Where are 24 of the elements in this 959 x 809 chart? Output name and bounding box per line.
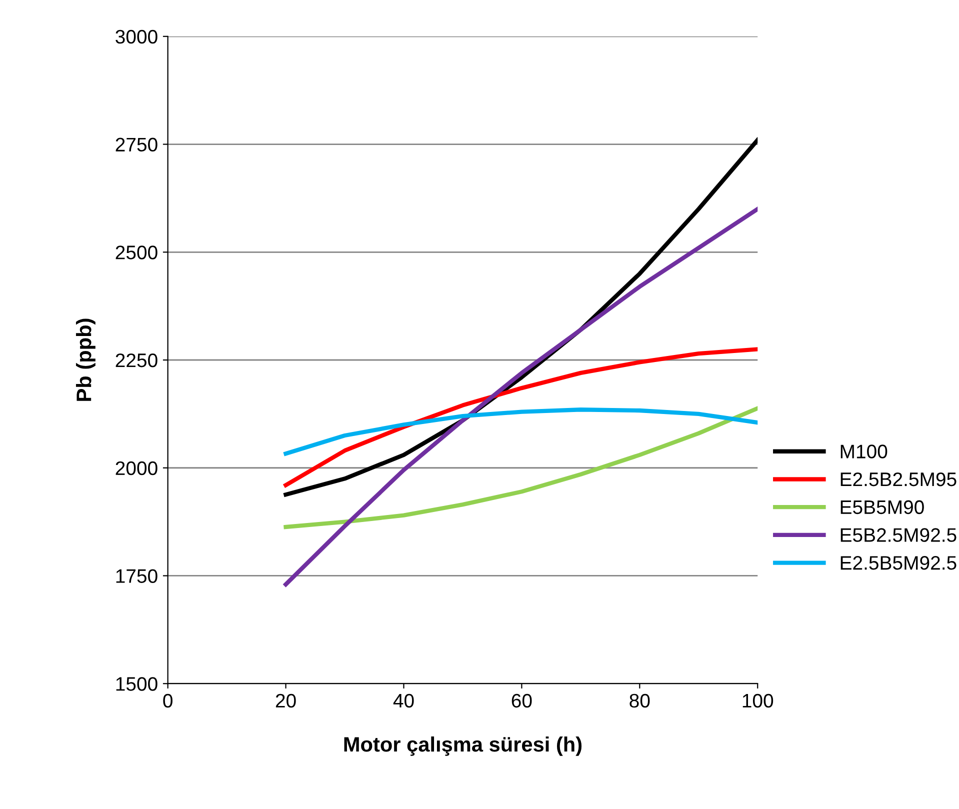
y-tick-label: 1500 [116, 677, 158, 691]
line-series [284, 206, 758, 586]
legend-label: E2.5B2.5M95 [840, 472, 956, 486]
x-tick-label: 100 [742, 694, 774, 708]
y-axis-title: Pb (ppb) [76, 318, 96, 401]
y-tick-label: 2750 [116, 138, 158, 152]
line-series [284, 408, 758, 456]
x-tick-label: 20 [276, 694, 296, 708]
line-series [284, 406, 758, 530]
x-axis-title: Motor çalışma süresi (h) [344, 736, 582, 756]
x-tick-label: 40 [393, 694, 414, 708]
y-tick-label: 2000 [116, 461, 158, 476]
line-series [284, 347, 758, 488]
legend-label: M100 [840, 444, 888, 458]
y-tick-label: 1750 [116, 569, 158, 583]
legend-label: E5B2.5M92.5 [840, 528, 956, 542]
x-tick-label: 60 [512, 694, 532, 708]
y-tick-label: 2250 [116, 353, 158, 368]
legend-label: E2.5B5M92.5 [840, 556, 956, 570]
legend-label: E5B5M90 [840, 500, 924, 514]
x-tick-label: 0 [163, 694, 172, 708]
y-tick-label: 3000 [116, 30, 158, 44]
y-tick-label: 2500 [116, 246, 158, 260]
x-tick-label: 80 [630, 694, 650, 708]
